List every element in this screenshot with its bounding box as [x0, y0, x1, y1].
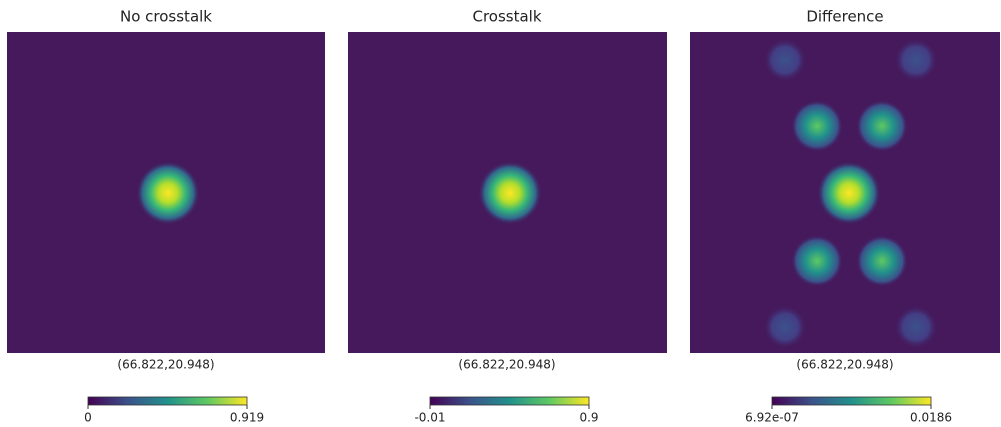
- colorbar-tick-label: 0.9: [579, 411, 598, 425]
- panel-title: Difference: [806, 8, 883, 26]
- colorbar-tick-label: 0: [84, 411, 92, 425]
- x-label: (66.822,20.948): [458, 358, 555, 372]
- colorbar: [771, 396, 932, 406]
- image-panel: [7, 32, 325, 353]
- colorbar-tick-label: 0.0186: [910, 411, 952, 425]
- image-panel: [348, 32, 667, 353]
- colorbar-tick-label: 0.919: [230, 411, 264, 425]
- colorbar-tick-label: -0.01: [414, 411, 445, 425]
- panel-title: Crosstalk: [472, 8, 541, 26]
- image-panel: [690, 32, 1000, 353]
- colorbar: [87, 396, 248, 406]
- colorbar-tick-label: 6.92e-07: [745, 411, 799, 425]
- x-label: (66.822,20.948): [796, 358, 893, 372]
- x-label: (66.822,20.948): [117, 358, 214, 372]
- colorbar: [429, 396, 590, 406]
- panel-title: No crosstalk: [120, 8, 212, 26]
